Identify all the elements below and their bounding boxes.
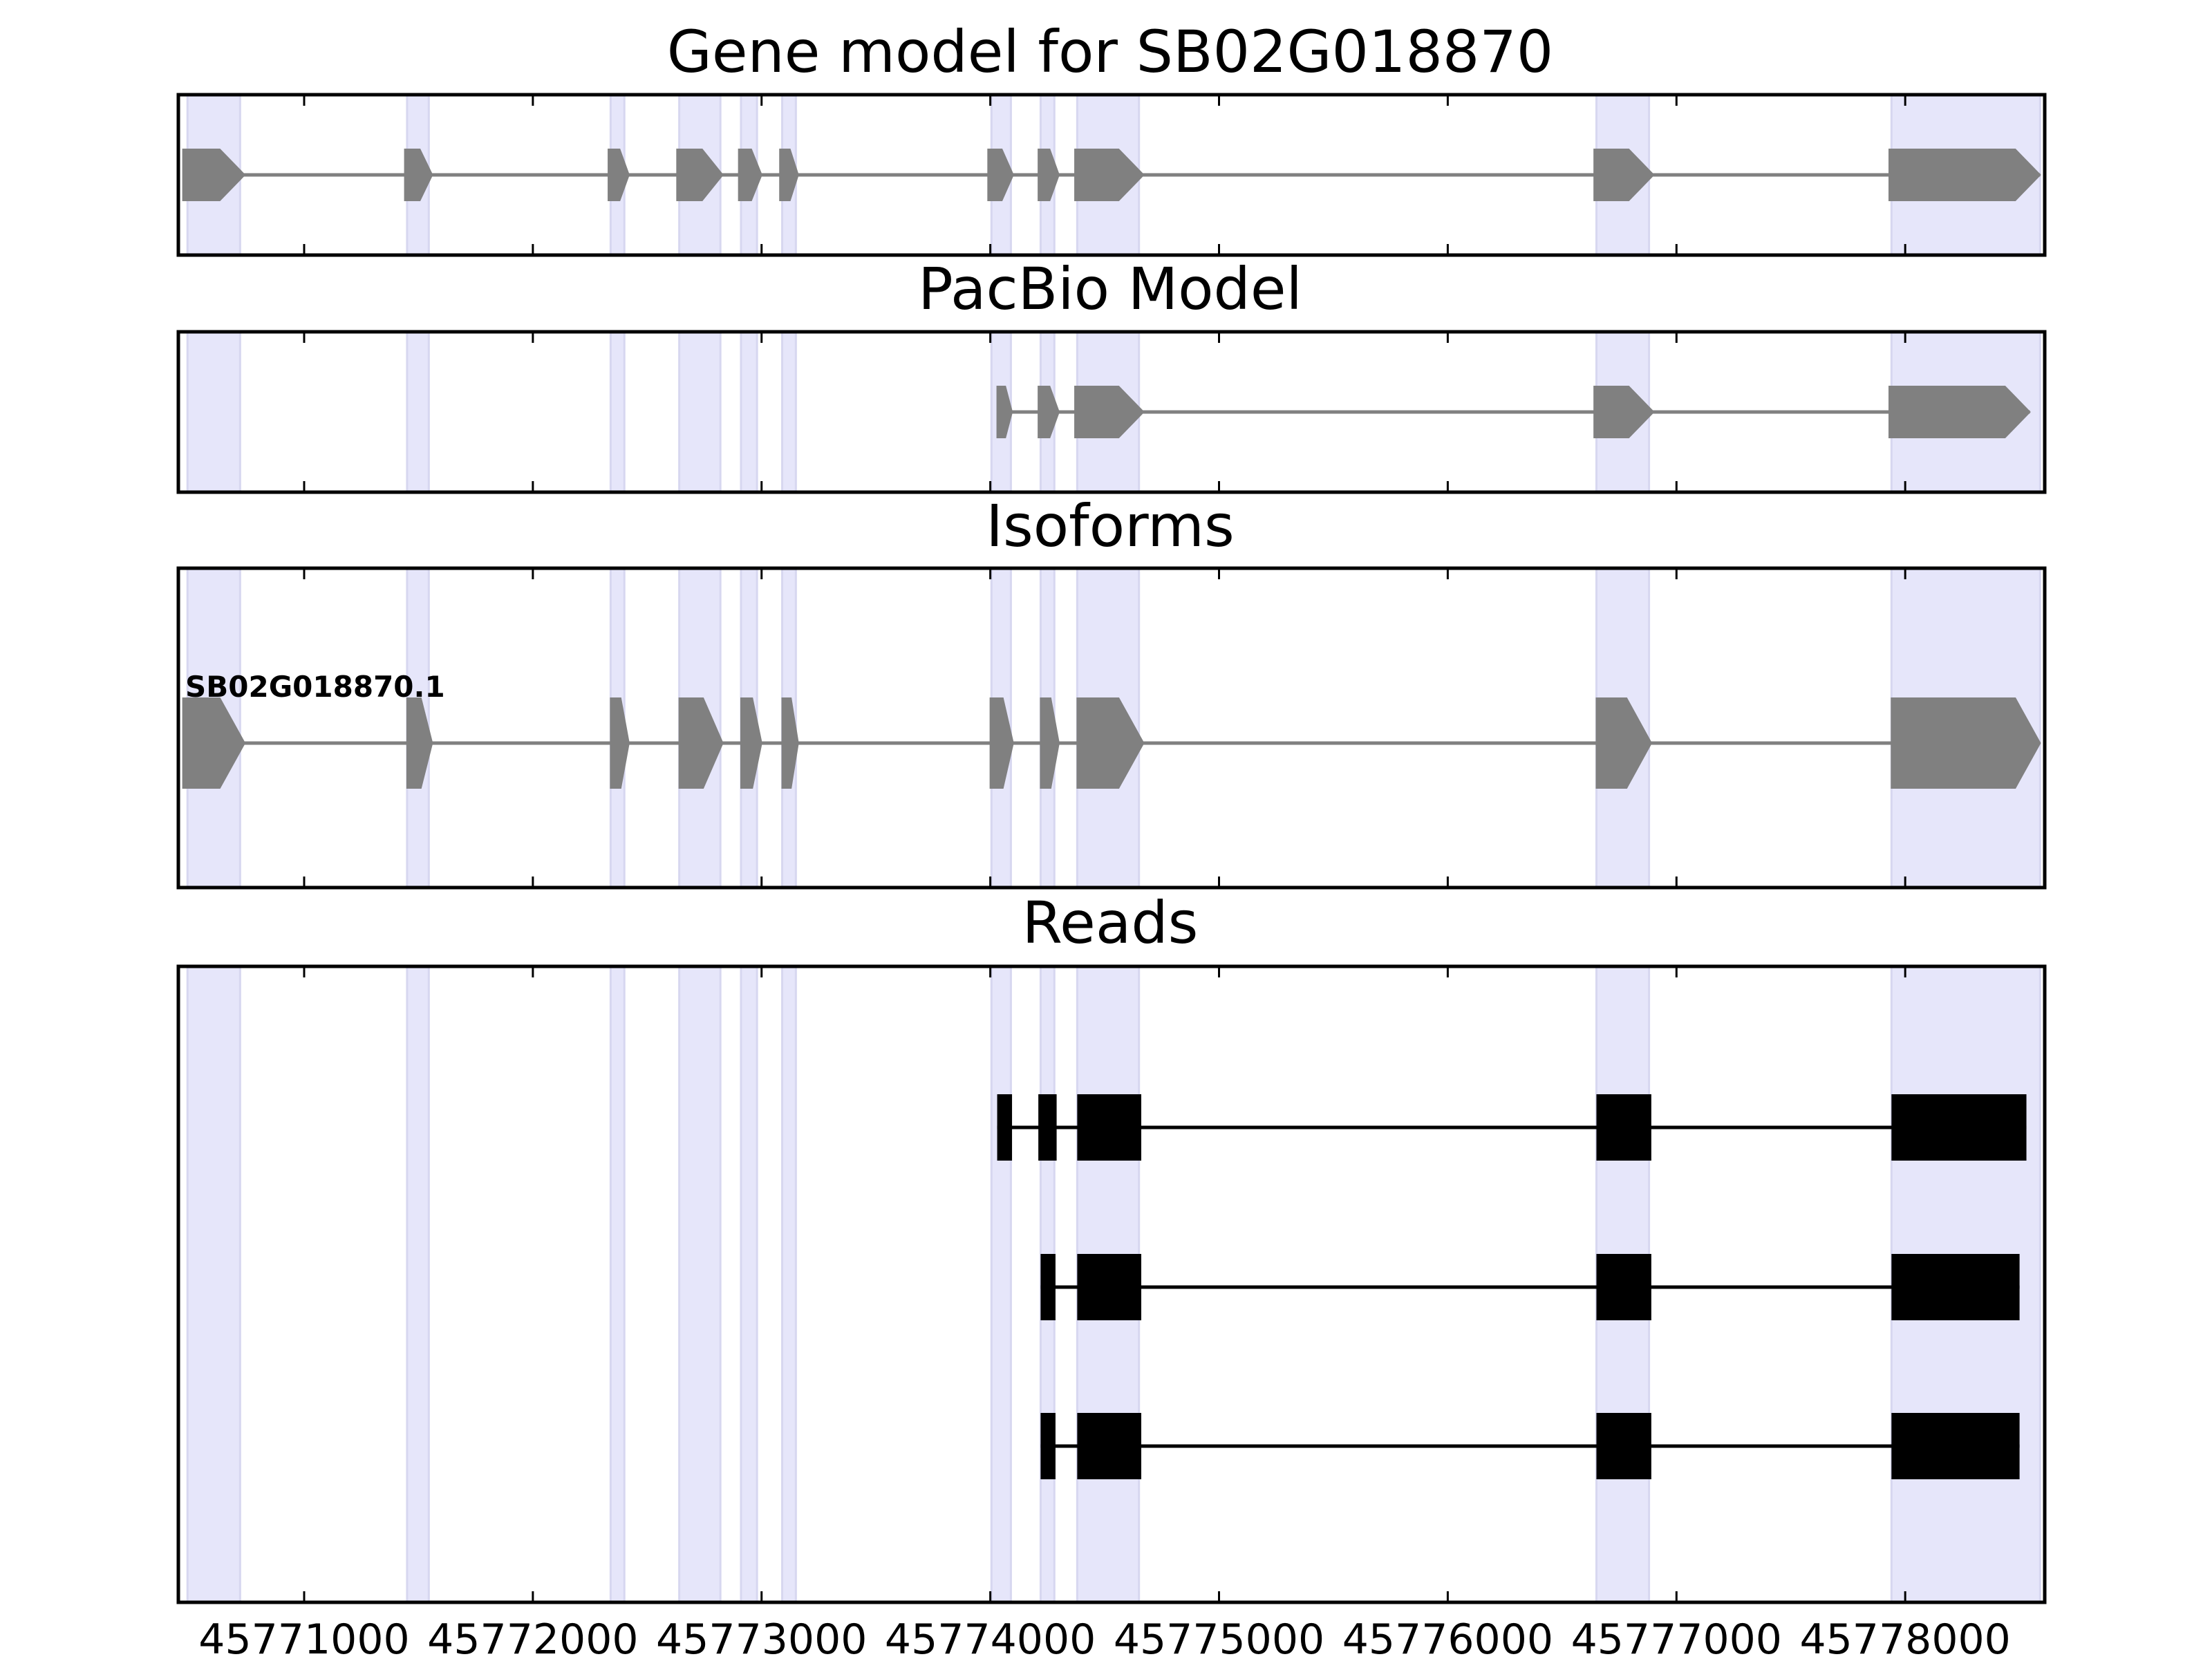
gene-model-exon xyxy=(1038,149,1060,201)
pacbio-model-panel xyxy=(176,330,2047,494)
gene-model-exon xyxy=(608,149,630,201)
isoform-exon xyxy=(610,697,630,789)
x-tick-label: 45772000 xyxy=(427,1615,638,1659)
gene-model-exon xyxy=(987,149,1014,201)
gene-model-exon xyxy=(676,149,724,201)
x-tick-label: 45776000 xyxy=(1342,1615,1553,1659)
gene-model-exon xyxy=(779,149,799,201)
exon-shade-region xyxy=(990,965,1012,1604)
isoforms-frame xyxy=(176,566,2047,890)
isoform-exon xyxy=(781,697,799,789)
exon-shade-region xyxy=(740,965,758,1604)
exon-shade-region xyxy=(406,965,430,1604)
exon-shade-region xyxy=(678,965,722,1604)
isoform-label: SB02G018870.1 xyxy=(185,670,445,704)
x-tick-label: 45773000 xyxy=(656,1615,867,1659)
reads-panel: 45771000 45772000 45773000 45774000 45775000… xyxy=(176,964,2047,1659)
read-exon-block xyxy=(1040,1254,1056,1320)
x-tick-label: 45774000 xyxy=(885,1615,1096,1659)
read-exon-block xyxy=(1077,1254,1142,1320)
pacbio-model-exon xyxy=(1888,386,2031,438)
x-tick-label: 45775000 xyxy=(1114,1615,1324,1659)
gene-model-panel xyxy=(176,93,2047,257)
gene-model-exon xyxy=(1074,149,1145,201)
gene-model-exon xyxy=(1593,149,1655,201)
read-exon-block xyxy=(1891,1413,2020,1479)
isoforms-title: Isoforms xyxy=(986,492,1235,560)
isoform-exon xyxy=(406,697,433,789)
exon-shade-region xyxy=(678,330,722,494)
exon-shade-region xyxy=(781,330,797,494)
exon-shade-region xyxy=(609,330,626,494)
read-exon-block xyxy=(1077,1413,1142,1479)
exon-shade-region xyxy=(186,965,241,1604)
read-exon-block xyxy=(997,1094,1013,1161)
isoform-exon xyxy=(1595,697,1653,789)
isoform-exon xyxy=(1040,697,1060,789)
pacbio-model-exon xyxy=(1038,386,1060,438)
pacbio-model-title: PacBio Model xyxy=(918,255,1302,323)
pacbio-model-frame xyxy=(176,330,2047,494)
isoform-exon xyxy=(1076,697,1145,789)
exon-shade-region xyxy=(406,330,430,494)
isoform-exon xyxy=(182,697,246,789)
gene-model-exon xyxy=(738,149,762,201)
isoforms-panel: SB02G018870.1 xyxy=(176,566,2047,890)
x-tick-label: 45771000 xyxy=(198,1615,409,1659)
exon-shade-region xyxy=(781,965,797,1604)
read-exon-block xyxy=(1596,1413,1651,1479)
gene-model-exon xyxy=(182,149,246,201)
exon-shade-region xyxy=(740,330,758,494)
gene-model-title: Gene model for SB02G018870 xyxy=(667,18,1553,86)
isoform-exon xyxy=(1891,697,2041,789)
read-exon-block xyxy=(1077,1094,1142,1161)
read-exon-block xyxy=(1596,1094,1651,1161)
isoform-exon xyxy=(989,697,1014,789)
gene-model-exon xyxy=(404,149,433,201)
read-exon-block xyxy=(1040,1413,1056,1479)
pacbio-model-exon xyxy=(996,386,1013,438)
read-exon-block xyxy=(1891,1094,2027,1161)
read-exon-block xyxy=(1596,1254,1651,1320)
gene-model-exon xyxy=(1888,149,2041,201)
pacbio-model-exon xyxy=(1593,386,1655,438)
reads-title: Reads xyxy=(1022,889,1199,957)
reads-frame xyxy=(176,964,2047,1604)
x-tick-label: 45778000 xyxy=(1799,1615,2010,1659)
read-exon-block xyxy=(1891,1254,2020,1320)
read-exon-block xyxy=(1038,1094,1057,1161)
exon-shade-region xyxy=(609,965,626,1604)
exon-shade-region xyxy=(186,330,241,494)
x-tick-label: 45777000 xyxy=(1571,1615,1782,1659)
pacbio-model-exon xyxy=(1074,386,1145,438)
isoform-exon xyxy=(740,697,762,789)
isoform-exon xyxy=(678,697,724,789)
gene-model-frame xyxy=(176,93,2047,257)
